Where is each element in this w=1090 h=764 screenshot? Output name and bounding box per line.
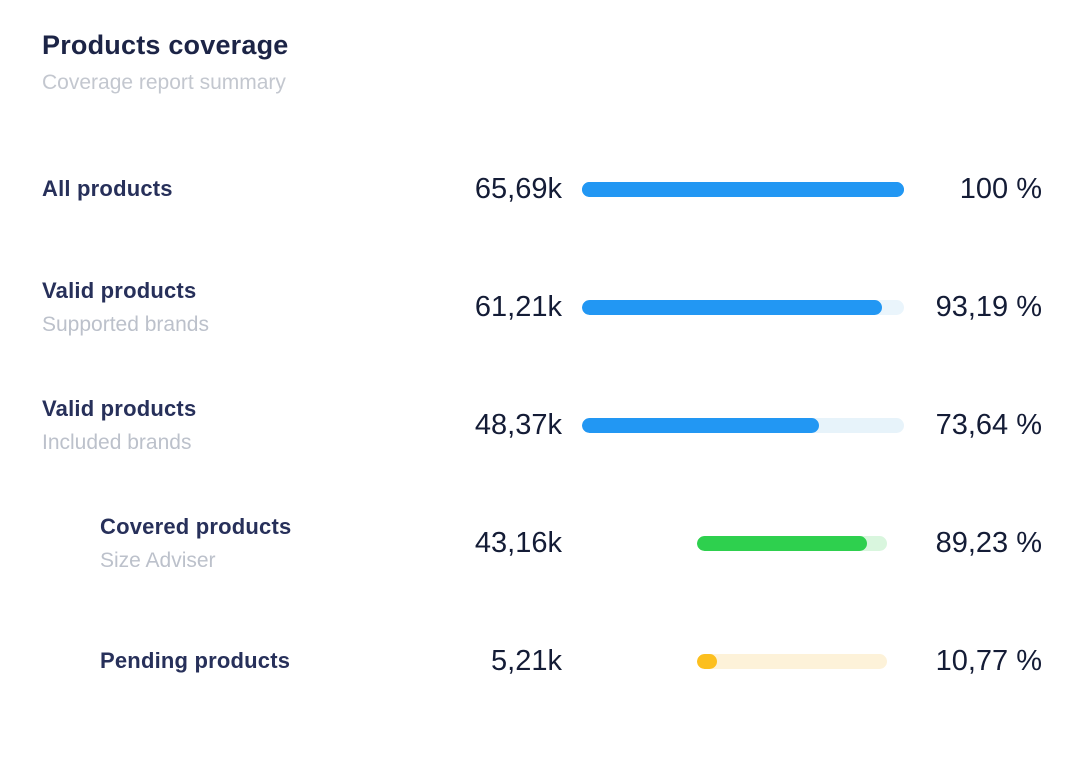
row-sublabel: Size Adviser — [100, 548, 216, 572]
row-label: Valid products — [42, 277, 197, 303]
row-label: Covered products — [100, 513, 292, 539]
row-label: All products — [42, 176, 173, 201]
row-value: 43,16k — [474, 526, 562, 559]
row-percent: 100 % — [959, 172, 1042, 205]
coverage-row-all-products: All products 65,69k 100 % — [42, 141, 1042, 237]
progress-track — [582, 181, 904, 197]
row-label: Valid products — [42, 395, 197, 421]
row-sublabel: Included brands — [42, 430, 192, 454]
progress-fill — [697, 535, 867, 551]
progress-bar-column — [582, 535, 912, 551]
progress-track — [582, 299, 904, 315]
page-subtitle: Coverage report summary — [42, 71, 286, 94]
row-sublabel: Supported brands — [42, 312, 209, 336]
coverage-rows: All products 65,69k 100 % Valid products… — [42, 141, 1042, 709]
progress-fill — [582, 299, 883, 315]
row-label: Pending products — [100, 648, 291, 673]
row-value: 61,21k — [474, 290, 562, 323]
progress-bar-column — [582, 181, 912, 197]
page-title: Products coverage — [42, 30, 289, 60]
row-percent: 10,77 % — [935, 644, 1042, 677]
progress-fill — [582, 417, 820, 433]
row-percent: 89,23 % — [935, 526, 1042, 559]
row-value: 65,69k — [474, 172, 562, 205]
progress-bar-column — [582, 299, 912, 315]
progress-bar-column — [582, 417, 912, 433]
row-percent: 73,64 % — [935, 408, 1042, 441]
report-header: Products coverage Coverage report summar… — [42, 30, 1042, 95]
coverage-row-valid-products-supported: Valid products Supported brands 61,21k 9… — [42, 259, 1042, 355]
coverage-row-valid-products-included: Valid products Included brands 48,37k 73… — [42, 377, 1042, 473]
progress-track — [697, 653, 887, 669]
progress-track — [697, 535, 887, 551]
coverage-row-pending-products: Pending products 5,21k 10,77 % — [42, 613, 1042, 709]
row-value: 5,21k — [491, 644, 562, 677]
row-label-group: Pending products — [42, 648, 402, 674]
row-label-group: Valid products Included brands — [42, 396, 402, 455]
progress-bar-column — [582, 653, 912, 669]
progress-fill — [582, 181, 904, 197]
row-percent: 93,19 % — [935, 290, 1042, 323]
progress-track — [582, 417, 904, 433]
row-label-group: All products — [42, 176, 402, 202]
row-label-group: Valid products Supported brands — [42, 278, 402, 337]
row-value: 48,37k — [474, 408, 562, 441]
coverage-row-covered-products: Covered products Size Adviser 43,16k 89,… — [42, 495, 1042, 591]
row-label-group: Covered products Size Adviser — [42, 514, 402, 573]
progress-fill — [697, 653, 718, 669]
